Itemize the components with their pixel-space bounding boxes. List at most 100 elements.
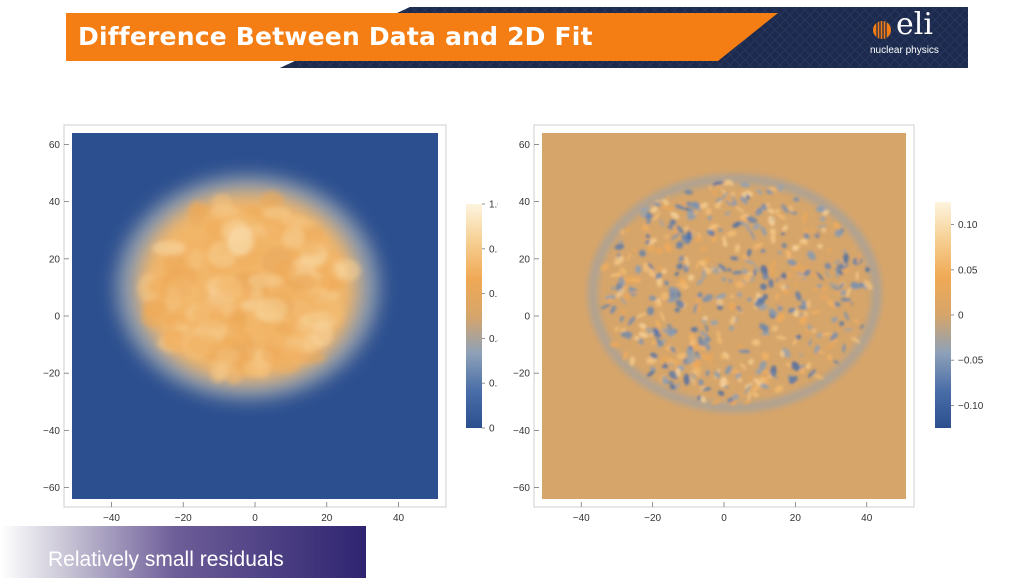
residual-speckle (723, 241, 728, 247)
colorbar-tick-label: 0.2 (489, 379, 498, 390)
residual-speckle (684, 189, 693, 195)
residual-speckle (691, 343, 700, 351)
residual-speckle (840, 289, 847, 296)
residual-speckle (755, 368, 762, 375)
residual-speckle (737, 345, 745, 351)
residual-speckle (722, 351, 730, 360)
texture-patch (280, 215, 307, 226)
residual-speckle (724, 365, 733, 375)
residual-speckle (836, 268, 839, 279)
residual-speckle (698, 379, 704, 386)
residual-speckle (707, 363, 715, 367)
residual-speckle (767, 208, 775, 214)
residual-speckle (600, 263, 610, 272)
texture-patch (311, 320, 334, 347)
residual-speckle (833, 360, 840, 365)
residual-speckle (705, 353, 714, 362)
residual-speckle (728, 278, 732, 284)
colorbar-tick-label: 0.05 (958, 265, 978, 276)
residual-speckle (661, 364, 668, 369)
texture-patch (238, 350, 251, 366)
residual-speckle (835, 225, 841, 229)
residual-speckle (745, 221, 751, 233)
residual-speckle (789, 204, 794, 213)
residual-speckle (676, 225, 684, 234)
residual-speckle (762, 273, 769, 280)
residual-speckle (834, 301, 841, 307)
residual-speckle (658, 218, 665, 228)
colorbar-tick-label: 0.4 (489, 334, 498, 345)
residual-speckle (799, 238, 808, 244)
residual-speckle (795, 334, 802, 340)
residual-speckle (634, 335, 640, 341)
residual-speckle (638, 331, 649, 338)
residual-speckle (768, 308, 778, 317)
residual-speckle (810, 272, 818, 278)
residual-speckle (741, 191, 747, 198)
texture-patch (295, 239, 326, 257)
residual-speckle (721, 191, 728, 200)
colorbar-tick-label: 0 (958, 311, 964, 322)
residual-speckle (610, 305, 617, 314)
residual-speckle (620, 331, 633, 338)
residual-speckle (824, 343, 836, 349)
residual-texture (600, 179, 873, 406)
residual-speckle (655, 319, 661, 331)
residual-speckle (744, 384, 751, 395)
y-tick-label: 0 (524, 312, 530, 323)
texture-patch (210, 204, 239, 218)
residual-speckle (792, 282, 799, 288)
residual-speckle (808, 339, 812, 346)
residual-speckle (702, 337, 709, 347)
residual-speckle (730, 256, 739, 261)
residual-speckle (638, 338, 644, 345)
x-tick-label: 0 (721, 513, 727, 524)
residual-speckle (803, 269, 811, 276)
texture-patch (227, 226, 252, 256)
slide-title: Difference Between Data and 2D Fit (78, 22, 593, 51)
residual-speckle (664, 234, 670, 239)
residual-speckle (732, 221, 741, 228)
heatmap-area (542, 133, 906, 499)
residual-speckle (646, 217, 651, 225)
residual-speckle (802, 211, 808, 223)
residual-speckle (688, 346, 694, 350)
colorbar-tick-label: 0.6 (489, 289, 498, 300)
residual-speckle (729, 401, 737, 406)
residual-speckle (655, 248, 664, 254)
y-tick-label: −20 (513, 369, 530, 380)
residual-speckle (780, 232, 786, 236)
residual-speckle (726, 196, 734, 204)
residual-speckle (731, 270, 743, 275)
y-tick-label: 0 (54, 312, 60, 323)
residual-speckle (706, 229, 713, 235)
residual-speckle (653, 202, 661, 207)
residual-speckle (785, 362, 792, 367)
residual-speckle (683, 373, 690, 386)
residual-speckle (797, 275, 806, 280)
residual-speckle (674, 204, 686, 210)
residual-speckle (674, 271, 679, 277)
colorbar (466, 204, 482, 428)
residual-speckle (676, 281, 688, 287)
residual-speckle (742, 253, 748, 260)
residual-speckle (680, 283, 687, 290)
residual-speckle (686, 230, 693, 240)
residual-speckle (624, 227, 631, 233)
residual-speckle (817, 350, 826, 354)
residual-speckle (718, 263, 727, 272)
residual-speckle (747, 390, 751, 402)
residual-speckle (803, 311, 808, 317)
residual-speckle (736, 292, 742, 298)
texture-patch (152, 240, 186, 256)
texture-patch (215, 348, 240, 364)
texture-patch (214, 363, 229, 381)
residual-speckle (807, 250, 816, 261)
residual-speckle (669, 346, 677, 353)
residual-speckle (727, 268, 732, 272)
residual-speckle (729, 181, 734, 187)
residual-speckle (855, 271, 859, 281)
residual-speckle (730, 191, 736, 197)
residual-speckle (666, 324, 672, 328)
residual-speckle (752, 223, 761, 230)
